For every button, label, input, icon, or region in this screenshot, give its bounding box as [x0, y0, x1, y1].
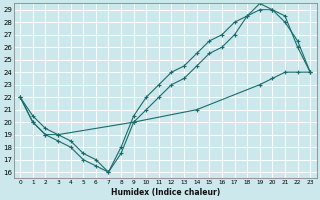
X-axis label: Humidex (Indice chaleur): Humidex (Indice chaleur) [111, 188, 220, 197]
